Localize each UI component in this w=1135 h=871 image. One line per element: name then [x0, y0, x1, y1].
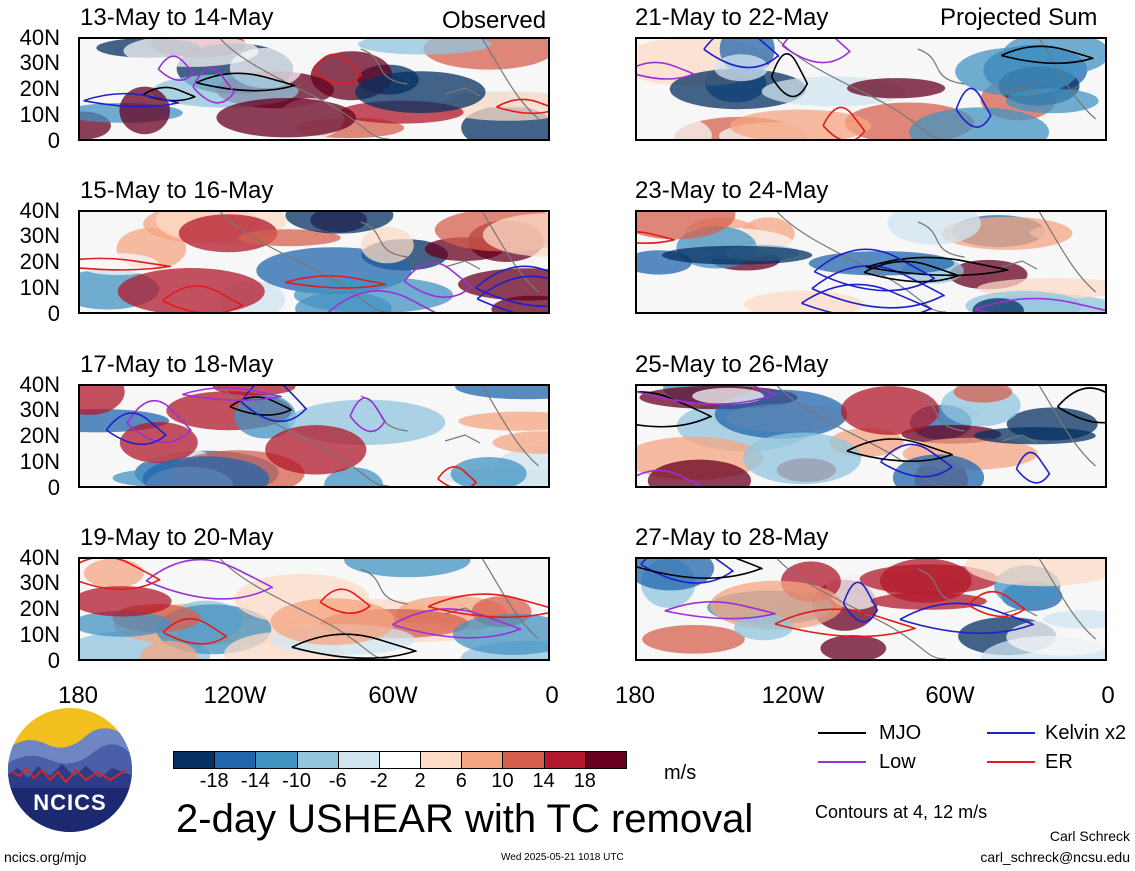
map-graphic [637, 212, 1105, 312]
panel-title-4: 19-May to 20-May [80, 524, 274, 551]
logo-text: NCICS [33, 790, 106, 815]
colorbar-tick-label: -6 [328, 770, 347, 792]
colorbar-swatch [337, 751, 380, 769]
colorbar-swatch [214, 751, 257, 769]
map-panel-3 [78, 384, 550, 488]
colorbar-tick-label: 14 [532, 770, 555, 792]
legend-line-er [987, 761, 1035, 763]
y-tick-label: 0 [47, 648, 60, 673]
panel-title-3: 17-May to 18-May [80, 351, 274, 378]
y-tick-label: 10N [19, 102, 60, 127]
legend-line-mjo [818, 732, 866, 734]
colorbar-tick-label: 6 [455, 770, 467, 792]
y-tick-label: 10N [19, 275, 60, 300]
panel-title-8: 27-May to 28-May [635, 524, 829, 551]
y-tick-label: 10N [19, 622, 60, 647]
y-tick-label: 10N [19, 449, 60, 474]
colorbar-tick-label: 10 [491, 770, 514, 792]
footer-email: carl_schreck@ncsu.edu [980, 849, 1130, 865]
colorbar-swatch [461, 751, 504, 769]
x-tick-label: 0 [545, 682, 559, 709]
y-tick-label: 0 [47, 301, 60, 326]
colorbar-swatch [173, 751, 216, 769]
colorbar-swatch [584, 751, 627, 769]
y-tick-label: 30N [19, 223, 60, 248]
x-tick-label: 120W [761, 682, 825, 709]
x-tick-label: 120W [203, 682, 267, 709]
colorbar-tick-label: -18 [199, 770, 229, 792]
map-graphic [80, 39, 548, 139]
panel-title-2: 15-May to 16-May [80, 177, 274, 204]
footer-timestamp: Wed 2025-05-21 1018 UTC [501, 852, 624, 863]
colorbar-swatch [420, 751, 463, 769]
legend-label-low: Low [879, 751, 916, 773]
y-tick-label: 40N [19, 545, 60, 570]
contours-note: Contours at 4, 12 m/s [815, 802, 988, 822]
x-tick-label: 0 [1101, 682, 1115, 709]
x-tick-label: 60W [368, 682, 418, 709]
colorbar-swatch [502, 751, 545, 769]
y-tick-label: 40N [19, 25, 60, 50]
panel-title-6: 23-May to 24-May [635, 177, 829, 204]
legend-label-kelvin: Kelvin x2 [1045, 722, 1127, 744]
map-graphic [80, 212, 548, 312]
map-panel-7 [635, 384, 1107, 488]
panel-title-5: 21-May to 22-May [635, 4, 829, 31]
ncics-logo: NCICS [6, 706, 134, 834]
x-tick-label: 180 [614, 682, 656, 709]
x-tick-label: 60W [925, 682, 975, 709]
y-tick-label: 0 [47, 475, 60, 500]
x-tick-label: 180 [57, 682, 99, 709]
y-tick-label: 40N [19, 198, 60, 223]
panel-title-7: 25-May to 26-May [635, 351, 829, 378]
panel-title-1: 13-May to 14-May [80, 4, 274, 31]
map-panel-4 [78, 557, 550, 661]
map-panel-8 [635, 557, 1107, 661]
projected-sum-label: Projected Sum [940, 4, 1098, 31]
y-tick-label: 20N [19, 249, 60, 274]
colorbar-swatch [378, 751, 422, 769]
map-panel-2 [78, 210, 550, 314]
y-tick-label: 20N [19, 423, 60, 448]
y-tick-label: 0 [47, 128, 60, 153]
y-tick-label: 30N [19, 570, 60, 595]
footer-url[interactable]: ncics.org/mjo [4, 849, 87, 865]
y-tick-label: 30N [19, 397, 60, 422]
map-graphic [637, 559, 1105, 659]
colorbar-unit: m/s [664, 762, 697, 784]
colorbar-tick-label: -14 [240, 770, 270, 792]
observed-label: Observed [442, 7, 547, 34]
colorbar-tick-label: 2 [414, 770, 426, 792]
map-panel-1 [78, 37, 550, 141]
colorbar-swatch [255, 751, 298, 769]
map-graphic [637, 39, 1105, 139]
legend-line-kelvin [987, 732, 1035, 734]
colorbar-swatch [296, 751, 339, 769]
map-graphic [80, 386, 548, 486]
colorbar-swatch [543, 751, 586, 769]
footer-author: Carl Schreck [1049, 828, 1130, 844]
map-panel-6 [635, 210, 1107, 314]
y-tick-label: 30N [19, 50, 60, 75]
legend-label-mjo: MJO [879, 722, 922, 744]
colorbar-tick-label: -10 [282, 770, 311, 792]
map-graphic [80, 559, 548, 659]
y-tick-label: 20N [19, 76, 60, 101]
ncics-logo-graphic: NCICS [8, 708, 132, 832]
map-panel-5 [635, 37, 1107, 141]
map-graphic [637, 386, 1105, 486]
colorbar-tick-label: -2 [370, 770, 388, 792]
y-tick-label: 40N [19, 372, 60, 397]
legend-line-low [818, 761, 866, 763]
main-title: 2-day USHEAR with TC removal [176, 797, 754, 841]
y-tick-label: 20N [19, 596, 60, 621]
legend-label-er: ER [1045, 751, 1073, 773]
colorbar-tick-label: 18 [573, 770, 596, 792]
